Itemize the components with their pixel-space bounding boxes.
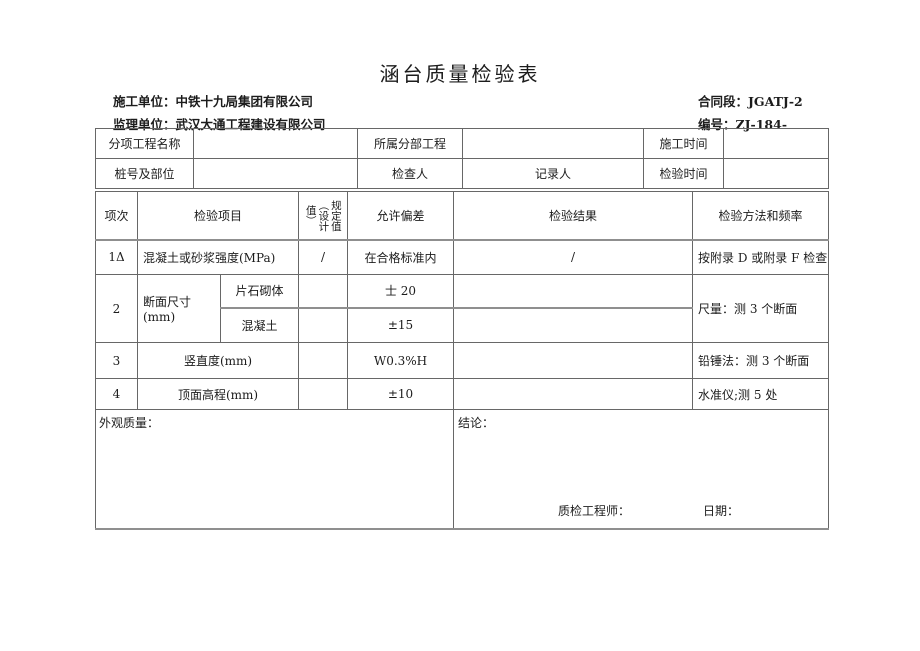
construction-unit-line: 施工单位：中铁十九局集团有限公司 [113, 94, 314, 109]
row-top-elevation-tolerance: ±10 [347, 378, 455, 410]
row-top-elevation-result [453, 378, 694, 410]
station-location-value [193, 158, 358, 189]
inspection-time-label: 检验时间 [643, 158, 724, 189]
col-header-item: 检验项目 [136, 191, 300, 241]
parent-project-value [462, 128, 644, 159]
contract-section-line: 合同段：JGATJ-2 [698, 94, 803, 109]
row-section-size-a: 2 断面尺寸(mm) 片石砌体 士 20 尺量：测 3 个断面 [95, 274, 830, 343]
sub-result-rubble-masonry [453, 274, 694, 309]
recorder-label: 记录人 [462, 158, 644, 189]
row-top-elevation-spec [298, 378, 349, 410]
row-strength-item: 混凝土或砂浆强度(MPa) [136, 239, 300, 275]
row-verticality-no: 3 [95, 342, 138, 379]
sub-spec-concrete [298, 307, 349, 343]
col-header-method: 检验方法和频率 [692, 191, 830, 241]
row-top-elevation-method: 水准仪;测 5 处 [692, 378, 830, 410]
row-strength-tolerance: 在合格标准内 [347, 239, 455, 275]
inspection-header-row: 项次 检验项目 规定值（设计值） 允许偏差 检验结果 检验方法和频率 [95, 191, 830, 241]
row-section-size-item: 断面尺寸(mm) [137, 274, 221, 343]
info-row-1: 分项工程名称 所属分部工程 施工时间 [95, 128, 829, 159]
col-header-item-no: 项次 [95, 191, 138, 241]
row-section-size-no: 2 [95, 274, 138, 343]
row-strength-result: / [453, 239, 694, 275]
qc-engineer-label: 质检工程师： [558, 503, 631, 518]
inspection-time-value [723, 158, 829, 189]
parent-project-label: 所属分部工程 [357, 128, 463, 159]
sub-item-rubble-masonry: 片石砌体 [219, 274, 300, 309]
row-strength: 1Δ 混凝土或砂浆强度(MPa) / 在合格标准内 / 按附录 D 或附录 F … [95, 239, 830, 275]
sub-spec-rubble-masonry [298, 274, 349, 309]
row-strength-spec: / [298, 239, 349, 275]
col-header-spec: 规定值（设计值） [298, 191, 349, 241]
row-section-size-b: 混凝土 ±15 [96, 307, 829, 343]
conclusion-label: 结论： [458, 416, 495, 430]
appearance-quality-cell: 外观质量： [94, 409, 455, 529]
row-strength-method: 按附录 D 或附录 F 检查 [692, 239, 830, 275]
row-top-elevation: 4 顶面高程(mm) ±10 水准仪;测 5 处 [95, 378, 830, 410]
inspector-label: 检查人 [357, 158, 463, 189]
footer-row: 外观质量： 结论： 质检工程师： 日期： [94, 409, 830, 529]
construction-time-value [723, 128, 829, 159]
col-header-result: 检验结果 [453, 191, 694, 241]
col-header-tolerance: 允许偏差 [347, 191, 455, 241]
sub-tolerance-concrete: ±15 [347, 307, 455, 343]
project-info-table: 分项工程名称 所属分部工程 施工时间 桩号及部位 检查人 记录人 检验时间 [95, 128, 829, 189]
spec-vertical-label: 规定值（设计值） [304, 199, 342, 232]
subproject-name-label: 分项工程名称 [95, 128, 194, 159]
signature-row: 质检工程师： 日期： [558, 502, 739, 519]
row-verticality: 3 竖直度(mm) W0.3%H 铅锤法：测 3 个断面 [95, 342, 830, 379]
inspection-table: 项次 检验项目 规定值（设计值） 允许偏差 检验结果 检验方法和频率 1Δ 混凝… [94, 191, 830, 530]
info-row-2: 桩号及部位 检查人 记录人 检验时间 [95, 158, 829, 189]
row-verticality-spec [298, 342, 349, 379]
row-verticality-result [453, 342, 694, 379]
page-title: 涵台质量检验表 [379, 62, 541, 86]
date-label: 日期： [703, 503, 740, 518]
sub-item-concrete: 混凝土 [219, 307, 300, 343]
station-location-label: 桩号及部位 [95, 158, 194, 189]
row-verticality-tolerance: W0.3%H [347, 342, 455, 379]
row-verticality-method: 铅锤法：测 3 个断面 [692, 342, 830, 379]
row-top-elevation-no: 4 [95, 378, 138, 410]
construction-time-label: 施工时间 [643, 128, 724, 159]
conclusion-cell: 结论： 质检工程师： 日期： [453, 409, 830, 529]
subproject-name-value [193, 128, 358, 159]
sub-tolerance-rubble-masonry: 士 20 [347, 274, 455, 309]
row-section-size-method: 尺量：测 3 个断面 [692, 274, 830, 343]
sub-result-concrete [453, 307, 694, 343]
row-top-elevation-item: 顶面高程(mm) [136, 378, 300, 410]
row-verticality-item: 竖直度(mm) [136, 342, 300, 379]
row-strength-no: 1Δ [95, 239, 138, 275]
